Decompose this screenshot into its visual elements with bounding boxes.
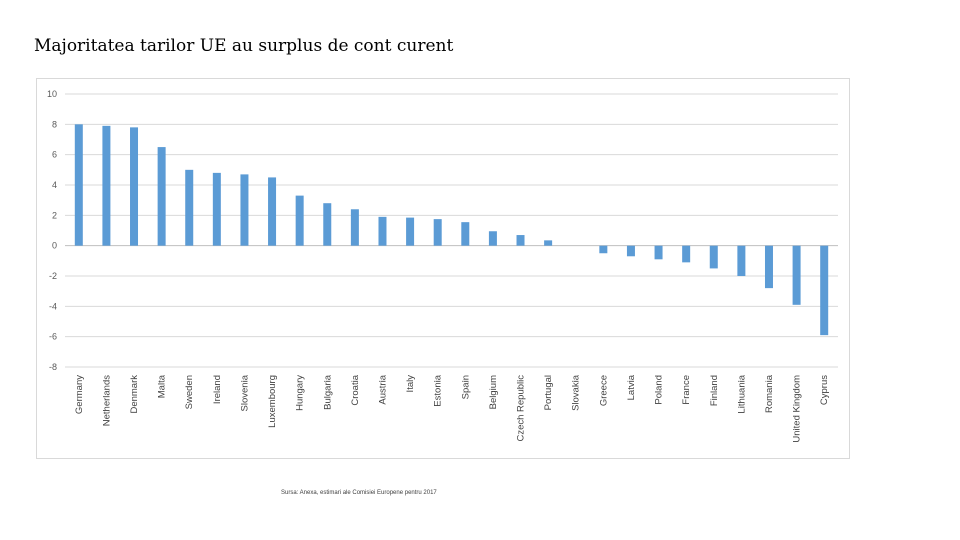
bar [820,245,829,336]
y-tick-label: 2 [52,210,57,220]
bar [433,219,442,246]
category-label: Croatia [350,374,361,405]
category-label: Finland [709,375,720,406]
bar [102,125,111,246]
bar [323,203,332,246]
category-label: Lithuania [736,374,747,413]
bar [350,209,359,246]
source-note: Sursa: Anexa, estimari ale Comisiei Euro… [281,490,437,496]
bar [378,216,387,246]
bar [74,124,83,246]
category-label: Spain [460,375,471,399]
bar [764,245,773,289]
bar-chart: 10 8 6 4 2 0 -2 -4 -6 -8 Germany Netherlands Denmark… [47,89,838,443]
bar [185,169,194,246]
category-label: Poland [654,375,665,405]
category-label: France [681,375,692,405]
category-label: Malta [157,374,168,398]
bar [599,245,608,254]
y-tick-label: 0 [52,241,57,251]
category-label: Sweden [184,375,195,409]
category-label: Portugal [543,375,554,410]
bar [682,245,691,263]
y-tick-label: -6 [49,332,57,342]
bar [654,245,663,260]
category-label: Czech Republic [516,375,527,442]
category-label: Estonia [433,374,444,406]
category-label: Latvia [626,374,637,400]
category-label: Italy [405,375,416,393]
bar [406,217,415,246]
bar [544,240,553,246]
category-label: Greece [598,375,609,406]
category-label: Belgium [488,375,499,409]
y-tick-label: -8 [49,362,57,372]
category-label: Hungary [295,375,306,411]
y-tick-label: -2 [49,271,57,281]
category-label: Luxembourg [267,375,278,428]
y-tick-label: 6 [52,150,57,160]
y-tick-label: 4 [52,180,57,190]
category-label: Slovenia [239,374,250,411]
bar [709,245,718,269]
slide-title: Majoritatea tarilor UE au surplus de con… [34,36,454,56]
category-label: United Kingdom [792,375,803,443]
bar [461,222,470,246]
y-tick-label: 8 [52,119,57,129]
bar [268,177,277,246]
category-label: Cyprus [819,375,830,405]
bar [737,245,746,276]
category-label: Denmark [129,375,140,414]
bar [488,231,497,246]
category-label: Austria [377,374,388,404]
bar [626,245,635,257]
chart-frame: 10 8 6 4 2 0 -2 -4 -6 -8 Germany Netherlands Denmark… [36,78,850,459]
category-label: Bulgaria [322,374,333,410]
bar [295,195,304,246]
category-label: Ireland [212,375,223,404]
bar [212,172,221,246]
category-label: Slovakia [571,374,582,411]
bar [130,127,139,246]
bar [516,235,525,246]
category-label: Netherlands [101,375,112,426]
bar [240,174,249,246]
y-tick-label: -4 [49,301,57,311]
bar [157,147,166,246]
category-label: Romania [764,374,775,413]
bar [792,245,801,305]
category-label: Germany [74,375,85,414]
y-tick-label: 10 [47,89,57,99]
